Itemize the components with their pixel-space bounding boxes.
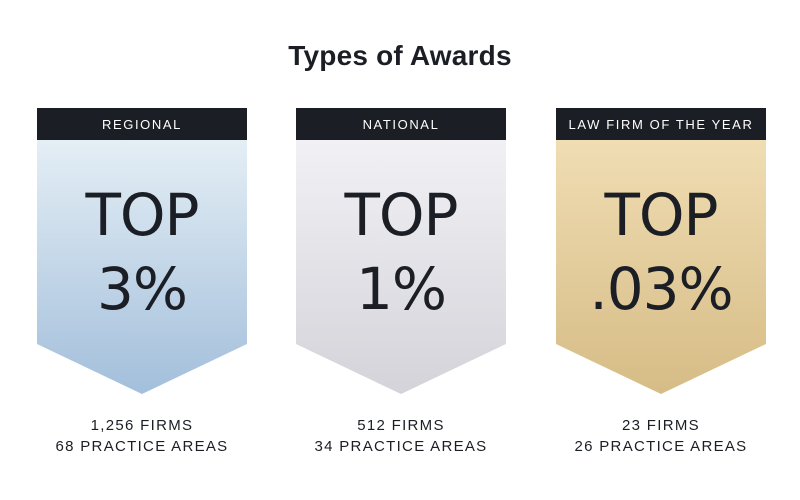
banner-fill	[556, 140, 766, 394]
award-firms: 23 FIRMS	[622, 417, 700, 434]
award-banner: TOP 1%	[296, 140, 506, 395]
award-firms: 1,256 FIRMS	[90, 417, 194, 434]
banner-shape	[37, 140, 247, 394]
award-line-top: TOP	[85, 181, 199, 249]
award-line-percent: 3%	[96, 255, 188, 323]
award-card-national: NATIONAL TOP 1% 512 FIRMS 34 PRACTICE AR…	[296, 108, 506, 457]
award-line-top: TOP	[604, 181, 718, 249]
award-card-law-firm-of-the-year: LAW FIRM OF THE YEAR TOP .03% 23 FIRMS 2…	[556, 108, 766, 457]
award-card-regional: REGIONAL TOP 3% 1,256 FIRMS 68 PRACTICE …	[37, 108, 247, 457]
award-header: LAW FIRM OF THE YEAR	[556, 108, 766, 140]
award-banner: TOP .03%	[556, 140, 766, 395]
award-line-percent: 1%	[355, 255, 447, 323]
award-stats: 1,256 FIRMS 68 PRACTICE AREAS	[37, 415, 247, 457]
banner-fill	[37, 140, 247, 394]
award-percentage: TOP 3%	[37, 178, 247, 326]
award-header: REGIONAL	[37, 108, 247, 140]
award-stats: 23 FIRMS 26 PRACTICE AREAS	[556, 415, 766, 457]
award-practice-areas: 26 PRACTICE AREAS	[574, 438, 748, 455]
banner-fill	[296, 140, 506, 394]
award-line-percent: .03%	[589, 255, 733, 323]
award-practice-areas: 34 PRACTICE AREAS	[314, 438, 488, 455]
award-header: NATIONAL	[296, 108, 506, 140]
award-banner: TOP 3%	[37, 140, 247, 395]
page-title: Types of Awards	[288, 40, 512, 71]
award-percentage: TOP .03%	[556, 178, 766, 326]
award-firms: 512 FIRMS	[357, 417, 445, 434]
banner-shape	[296, 140, 506, 394]
award-stats: 512 FIRMS 34 PRACTICE AREAS	[296, 415, 506, 457]
banner-shape	[556, 140, 766, 394]
award-practice-areas: 68 PRACTICE AREAS	[55, 438, 229, 455]
award-line-top: TOP	[344, 181, 458, 249]
award-percentage: TOP 1%	[296, 178, 506, 326]
